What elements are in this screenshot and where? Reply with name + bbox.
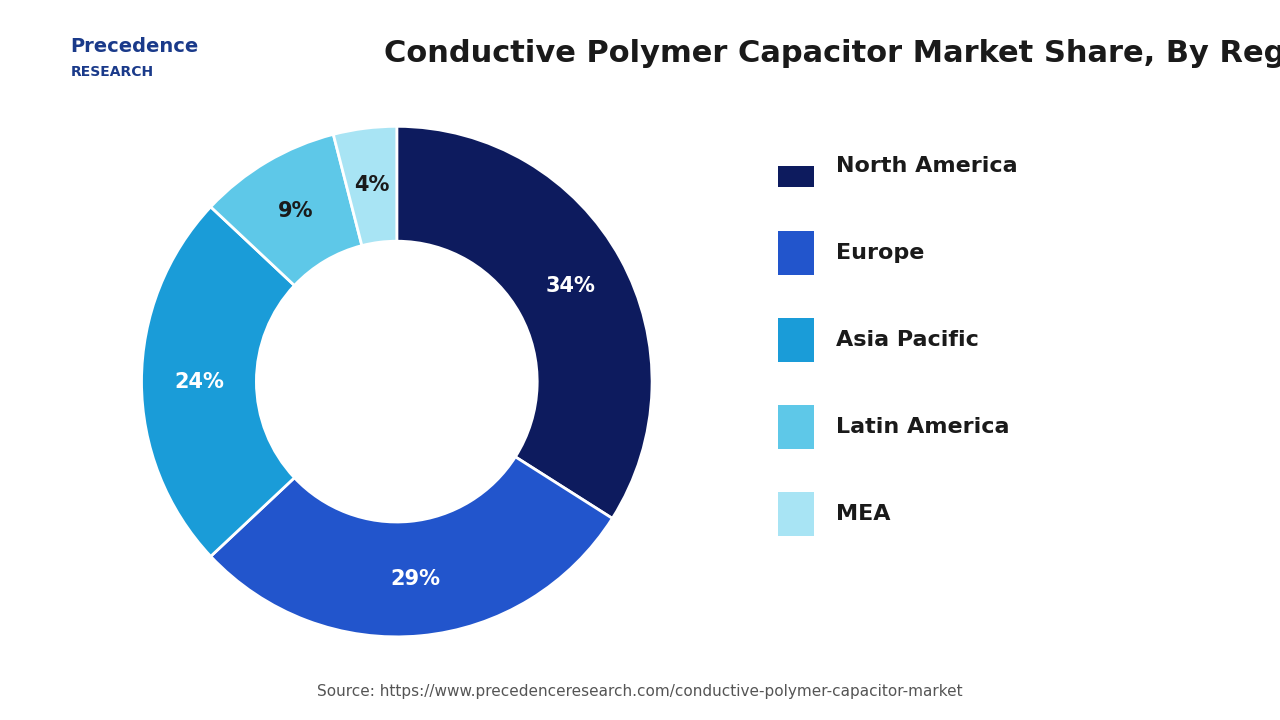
Text: 34%: 34% [545,276,595,297]
Text: Asia Pacific: Asia Pacific [836,330,979,350]
Text: MEA: MEA [836,504,891,524]
Wedge shape [333,126,397,246]
Text: Source: https://www.precedenceresearch.com/conductive-polymer-capacitor-market: Source: https://www.precedenceresearch.c… [317,684,963,698]
Wedge shape [142,207,294,557]
FancyBboxPatch shape [778,231,814,274]
FancyBboxPatch shape [778,318,814,361]
FancyBboxPatch shape [778,405,814,449]
Text: Conductive Polymer Capacitor Market Share, By Region, 2024 (%): Conductive Polymer Capacitor Market Shar… [384,40,1280,68]
Text: 24%: 24% [174,372,224,392]
Wedge shape [397,126,652,518]
Wedge shape [211,456,612,637]
Text: Europe: Europe [836,243,924,263]
FancyBboxPatch shape [778,492,814,536]
Text: 29%: 29% [390,569,440,588]
Text: RESEARCH: RESEARCH [70,65,154,79]
FancyBboxPatch shape [778,144,814,187]
Text: 9%: 9% [278,202,314,221]
Text: Latin America: Latin America [836,417,1010,437]
Text: North America: North America [836,156,1018,176]
Text: Precedence: Precedence [70,37,198,56]
Wedge shape [211,135,362,286]
Text: 4%: 4% [355,176,389,195]
